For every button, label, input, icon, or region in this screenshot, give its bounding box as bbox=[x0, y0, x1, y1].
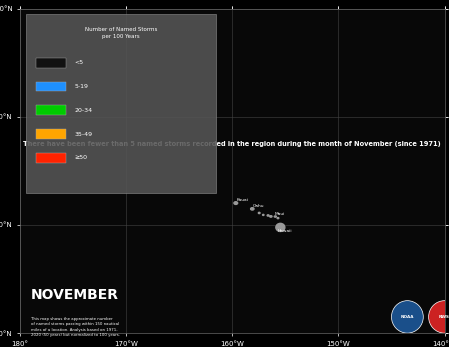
Text: There have been fewer than 5 named storms recorded in the region during the mont: There have been fewer than 5 named storm… bbox=[23, 141, 441, 147]
Ellipse shape bbox=[267, 215, 269, 216]
Text: Maui: Maui bbox=[275, 212, 286, 217]
Bar bbox=[36, 105, 66, 115]
Circle shape bbox=[392, 301, 423, 333]
Bar bbox=[36, 58, 66, 68]
Bar bbox=[36, 129, 66, 139]
Text: NWS: NWS bbox=[439, 315, 449, 319]
Bar bbox=[36, 82, 66, 91]
Text: 20-34: 20-34 bbox=[74, 108, 92, 113]
Circle shape bbox=[429, 301, 449, 333]
Ellipse shape bbox=[263, 214, 264, 215]
Text: <5: <5 bbox=[74, 60, 84, 65]
Ellipse shape bbox=[251, 208, 254, 210]
Text: NOAA: NOAA bbox=[401, 315, 414, 319]
Ellipse shape bbox=[274, 216, 277, 217]
Text: Hawaii: Hawaii bbox=[278, 229, 292, 233]
Text: 35-49: 35-49 bbox=[74, 132, 92, 137]
Ellipse shape bbox=[258, 212, 260, 214]
Text: ≥50: ≥50 bbox=[74, 155, 87, 160]
Ellipse shape bbox=[270, 216, 272, 217]
Ellipse shape bbox=[234, 202, 238, 204]
Ellipse shape bbox=[277, 218, 279, 219]
Text: Kauai: Kauai bbox=[236, 198, 248, 202]
Bar bbox=[26, 14, 216, 193]
Text: NOVEMBER: NOVEMBER bbox=[31, 288, 119, 302]
Text: This map shows the approximate number
of named storms passing within 150 nautica: This map shows the approximate number of… bbox=[31, 317, 120, 337]
Text: Number of Named Storms
per 100 Years: Number of Named Storms per 100 Years bbox=[85, 27, 157, 39]
Text: Oahu: Oahu bbox=[253, 204, 264, 209]
Text: 5-19: 5-19 bbox=[74, 84, 88, 89]
Ellipse shape bbox=[276, 223, 285, 231]
Bar bbox=[36, 153, 66, 163]
